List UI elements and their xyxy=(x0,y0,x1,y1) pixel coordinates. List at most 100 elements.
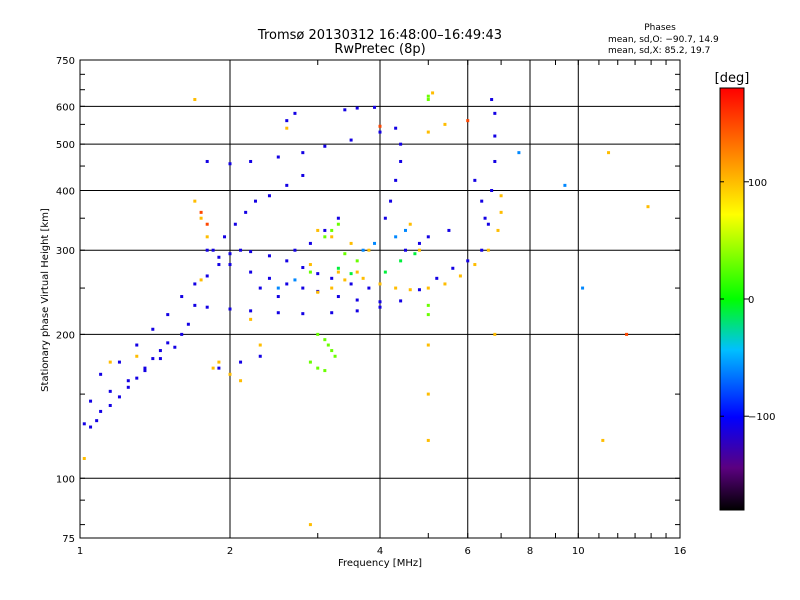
data-point xyxy=(99,372,103,376)
data-point xyxy=(399,299,403,303)
data-point xyxy=(249,270,253,274)
data-point xyxy=(349,138,353,142)
data-point xyxy=(361,248,365,252)
data-point xyxy=(193,199,197,203)
x-tick-label: 8 xyxy=(527,546,533,557)
x-tick-label: 10 xyxy=(572,546,585,557)
data-point xyxy=(378,130,382,134)
data-point xyxy=(99,409,103,413)
data-point xyxy=(211,248,215,252)
x-axis-label: Frequency [MHz] xyxy=(338,558,422,569)
data-point xyxy=(108,389,112,393)
data-point xyxy=(228,162,232,166)
phases-mean-o: mean, sd,O: −90.7, 14.9 xyxy=(608,35,719,45)
data-point xyxy=(316,332,320,336)
data-point xyxy=(285,126,289,130)
data-point xyxy=(378,282,382,286)
data-point xyxy=(490,188,494,192)
data-point xyxy=(166,313,170,317)
y-tick-label: 500 xyxy=(56,140,75,151)
data-point xyxy=(563,183,567,187)
data-point xyxy=(493,134,497,138)
data-point xyxy=(316,290,320,294)
data-point xyxy=(205,274,209,278)
data-point xyxy=(361,276,365,280)
data-point xyxy=(408,222,412,226)
data-point xyxy=(158,349,162,353)
data-point xyxy=(394,286,398,290)
data-point xyxy=(217,366,221,370)
data-point xyxy=(267,194,271,198)
data-point xyxy=(517,151,521,155)
colorbar-tick-label: 100 xyxy=(748,178,767,189)
data-point xyxy=(378,305,382,309)
data-point xyxy=(223,235,227,239)
data-point xyxy=(493,332,497,336)
data-point xyxy=(581,286,585,290)
data-point xyxy=(330,276,334,280)
data-point xyxy=(355,309,359,313)
data-point xyxy=(486,222,490,226)
data-point xyxy=(426,392,430,396)
data-point xyxy=(355,270,359,274)
data-point xyxy=(211,366,215,370)
data-point xyxy=(343,252,347,256)
colorbar-ticks: 100 0 −100 xyxy=(720,178,775,423)
data-point xyxy=(267,276,271,280)
data-point xyxy=(82,422,86,426)
data-point xyxy=(473,263,477,267)
data-point xyxy=(458,274,462,278)
data-point xyxy=(373,241,377,245)
data-point xyxy=(426,235,430,239)
data-point xyxy=(330,349,334,353)
chart-title-line2: RwPretec (8p) xyxy=(334,42,425,57)
data-point xyxy=(493,111,497,115)
data-point xyxy=(399,142,403,146)
data-point xyxy=(108,403,112,407)
data-point xyxy=(258,354,262,358)
data-point xyxy=(205,222,209,226)
data-point xyxy=(399,159,403,163)
data-point xyxy=(285,119,289,123)
data-point xyxy=(330,311,334,315)
data-point xyxy=(301,286,305,290)
data-point xyxy=(426,98,430,102)
data-point xyxy=(135,376,139,380)
data-point xyxy=(367,286,371,290)
data-point xyxy=(383,216,387,220)
data-point xyxy=(293,278,297,282)
data-point xyxy=(276,311,280,315)
data-point xyxy=(276,286,280,290)
data-point xyxy=(394,178,398,182)
data-point xyxy=(323,369,327,373)
data-point xyxy=(301,173,305,177)
data-points xyxy=(82,91,650,527)
data-point xyxy=(426,303,430,307)
data-point xyxy=(646,205,650,209)
data-point xyxy=(417,288,421,292)
data-point xyxy=(349,241,353,245)
data-point xyxy=(349,272,353,276)
data-point xyxy=(228,252,232,256)
data-point xyxy=(193,303,197,307)
data-point xyxy=(355,298,359,302)
data-point xyxy=(330,235,334,239)
data-point xyxy=(355,106,359,110)
data-point xyxy=(323,235,327,239)
data-point xyxy=(426,94,430,98)
data-point xyxy=(316,272,320,276)
data-point xyxy=(336,295,340,299)
data-point xyxy=(293,111,297,115)
data-point xyxy=(316,366,320,370)
data-point xyxy=(199,278,203,282)
data-point xyxy=(336,266,340,270)
data-point xyxy=(336,222,340,226)
data-point xyxy=(373,105,377,109)
y-tick-label: 200 xyxy=(56,330,75,341)
data-point xyxy=(205,235,209,239)
data-point xyxy=(483,216,487,220)
data-point xyxy=(413,252,417,256)
data-point xyxy=(186,322,190,326)
colorbar-label: [deg] xyxy=(715,71,750,86)
y-tick-label: 75 xyxy=(62,534,75,545)
